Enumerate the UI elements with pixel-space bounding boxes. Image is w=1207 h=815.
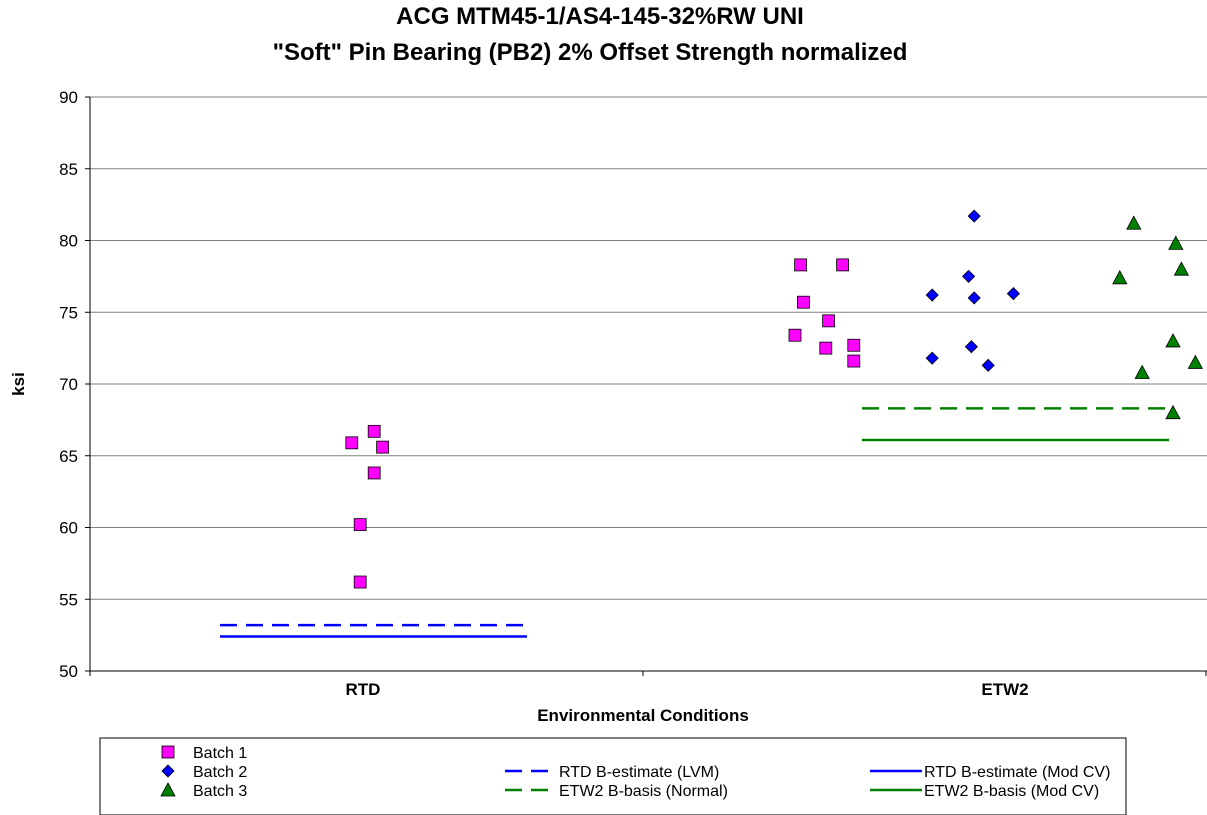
data-point <box>797 295 810 309</box>
data-markers <box>345 209 1204 589</box>
data-point <box>1126 215 1142 230</box>
data-point <box>967 209 981 223</box>
plot-area <box>89 97 1207 676</box>
y-tick-label: 65 <box>59 447 78 466</box>
y-tick-label: 50 <box>59 662 78 681</box>
data-point <box>367 466 381 480</box>
data-point <box>847 338 861 352</box>
legend-box <box>99 737 1127 815</box>
data-point <box>967 291 981 305</box>
data-point <box>367 424 381 438</box>
legend-label: ETW2 B-basis (Normal) <box>559 783 728 800</box>
data-point <box>822 314 835 328</box>
data-point <box>1168 235 1184 250</box>
data-point <box>353 575 367 589</box>
y-tick-label: 80 <box>59 232 78 251</box>
data-point <box>788 328 802 342</box>
x-category-label: RTD <box>346 680 381 699</box>
data-point <box>925 351 939 365</box>
y-tick-label: 60 <box>59 519 78 538</box>
reference-lines <box>220 407 1169 638</box>
data-point <box>925 288 939 302</box>
x-category-label: ETW2 <box>981 680 1028 699</box>
data-point <box>836 258 849 272</box>
y-tick-label: 90 <box>59 88 78 107</box>
data-point <box>1006 287 1020 301</box>
legend: Batch 1 Batch 2 Batch 3 RTD B-estimate (LVM… <box>99 737 1127 815</box>
legend-label: ETW2 B-basis (Mod CV) <box>924 783 1099 800</box>
data-point <box>1187 354 1204 369</box>
x-axis-title: Environmental Conditions <box>537 706 749 725</box>
legend-label: Batch 2 <box>193 764 247 781</box>
data-point <box>794 258 807 272</box>
data-point <box>1173 261 1190 276</box>
data-point <box>847 354 861 368</box>
data-point <box>819 341 833 355</box>
legend-marker <box>160 782 176 797</box>
data-point <box>1165 404 1181 420</box>
legend-label: Batch 3 <box>193 783 247 800</box>
y-tick-label: 70 <box>59 375 78 394</box>
chart-subtitle: "Soft" Pin Bearing (PB2) 2% Offset Stren… <box>273 39 908 66</box>
data-point <box>1134 364 1150 379</box>
chart-title: ACG MTM45-1/AS4-145-32%RW UNI <box>396 3 804 30</box>
data-point <box>962 269 976 283</box>
legend-label: RTD B-estimate (LVM) <box>559 764 719 781</box>
y-tick-label: 55 <box>59 590 78 609</box>
data-point <box>345 436 359 450</box>
data-point <box>376 440 390 454</box>
legend-marker <box>161 764 175 778</box>
x-category-labels: RTD ETW2 <box>346 680 1029 699</box>
data-point <box>1165 333 1181 348</box>
y-tick-label: 85 <box>59 160 78 179</box>
gridlines <box>85 96 1207 672</box>
data-point <box>981 358 995 372</box>
y-tick-label: 75 <box>59 303 78 322</box>
y-tick-labels: 50 55 60 65 70 75 80 85 90 <box>59 88 78 681</box>
data-point <box>353 518 367 532</box>
legend-marker <box>161 745 175 759</box>
legend-label: Batch 1 <box>193 745 247 762</box>
legend-label: RTD B-estimate (Mod CV) <box>924 764 1110 781</box>
y-axis-title: ksi <box>9 372 28 396</box>
data-point <box>1112 269 1128 285</box>
data-point <box>964 340 978 354</box>
